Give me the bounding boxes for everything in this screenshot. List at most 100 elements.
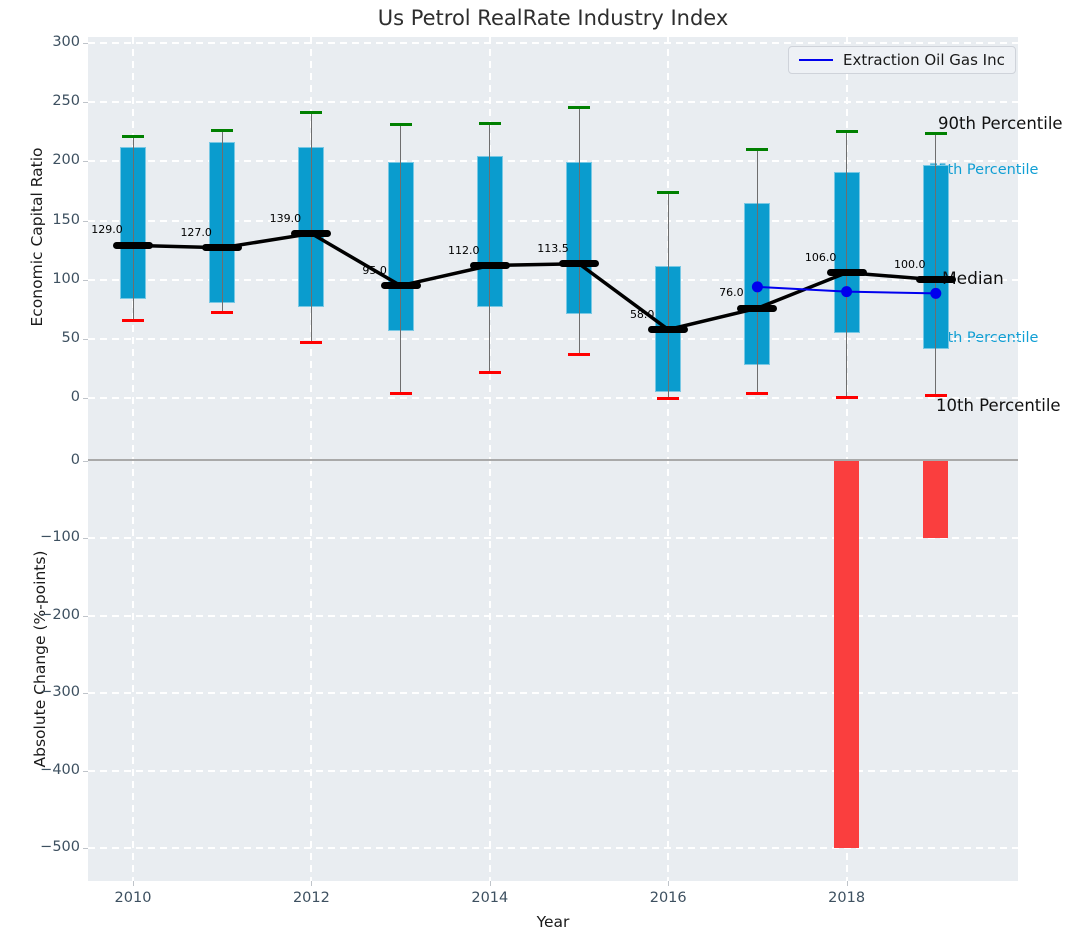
company-point <box>751 281 763 293</box>
x-tick-mark <box>489 881 491 886</box>
annotation-10th-percentile: 10th Percentile <box>936 396 1061 415</box>
y-tick-mark <box>83 42 88 44</box>
y-tick-mark <box>83 848 88 849</box>
y-tick-mark <box>83 220 88 222</box>
whisker-line <box>221 130 223 313</box>
company-point <box>841 286 853 298</box>
x-tick-mark <box>311 881 313 886</box>
whisker-cap-10th <box>657 396 680 400</box>
median-bar <box>291 230 332 238</box>
median-value-label: 58.0 <box>629 307 655 321</box>
company-point <box>930 287 942 299</box>
whisker-cap-10th <box>746 392 769 396</box>
median-value-label: 112.0 <box>448 243 480 257</box>
y-tick-label-top: 150 <box>52 211 80 228</box>
x-tick-mark <box>846 881 848 886</box>
whisker-cap-10th <box>300 341 323 345</box>
whisker-cap-90th <box>122 134 144 138</box>
gridline-horizontal <box>88 692 1018 694</box>
legend-line-swatch <box>799 59 833 61</box>
annotation-75th-percentile: 75th Percentile <box>929 162 1039 178</box>
whisker-line <box>489 123 491 373</box>
median-value-label: 76.0 <box>719 286 744 300</box>
whisker-line <box>846 131 848 398</box>
zero-line <box>88 458 1018 461</box>
y-tick-label-bottom: −400 <box>40 761 80 778</box>
whisker-cap-90th <box>835 130 858 134</box>
y-tick-mark <box>83 339 88 341</box>
whisker-line <box>400 124 402 394</box>
gridline-horizontal <box>88 847 1018 849</box>
x-tick-label: 2010 <box>114 890 152 906</box>
y-tick-label-top: 0 <box>70 389 80 406</box>
y-tick-label-top: 300 <box>52 33 80 50</box>
gridline-horizontal <box>88 338 1018 341</box>
whisker-cap-90th <box>389 122 412 126</box>
gridline-horizontal <box>88 100 1018 103</box>
median-bar <box>202 244 243 252</box>
whisker-cap-90th <box>924 132 947 136</box>
whisker-cap-10th <box>568 352 590 356</box>
y-tick-label-bottom: −100 <box>40 529 80 545</box>
median-bar <box>648 326 689 334</box>
whisker-cap-90th <box>568 106 590 110</box>
median-bar <box>737 304 778 312</box>
y-tick-mark <box>83 398 88 400</box>
median-bar <box>826 269 867 277</box>
median-bar <box>380 282 421 290</box>
y-tick-mark <box>83 101 88 103</box>
whisker-cap-90th <box>657 190 680 194</box>
median-value-label: 100.0 <box>894 257 926 271</box>
median-value-label: 106.0 <box>804 250 837 264</box>
x-tick-label: 2014 <box>471 890 509 906</box>
y-tick-mark <box>83 693 88 694</box>
chart-title: Us Petrol RealRate Industry Index <box>377 6 729 30</box>
y-tick-label-top: 200 <box>52 152 80 169</box>
median-bar <box>469 262 510 270</box>
whisker-line <box>132 136 134 321</box>
gridline-horizontal <box>88 537 1018 539</box>
y-tick-mark <box>83 460 88 462</box>
gridline-horizontal <box>88 41 1018 44</box>
gridline-horizontal <box>88 278 1018 281</box>
whisker-line <box>756 149 758 394</box>
whisker-cap-90th <box>300 111 323 115</box>
whisker-line <box>578 107 580 355</box>
gridline-horizontal <box>88 160 1018 163</box>
whisker-line <box>667 192 669 399</box>
whisker-cap-10th <box>211 311 234 315</box>
x-tick-label: 2012 <box>292 890 330 906</box>
whisker-cap-10th <box>389 392 412 396</box>
y-tick-mark <box>83 538 88 539</box>
y-tick-label-bottom: −500 <box>40 839 80 855</box>
x-tick-mark <box>668 881 670 886</box>
y-tick-mark <box>83 161 88 163</box>
whisker-line <box>935 133 937 396</box>
y-tick-label-top: 50 <box>61 330 80 347</box>
median-value-label: 95.0 <box>362 263 387 277</box>
whisker-cap-10th <box>924 394 947 398</box>
annotation-90th-percentile: 90th Percentile <box>938 114 1063 133</box>
gridline-horizontal <box>88 397 1018 400</box>
x-tick-label: 2018 <box>828 890 866 906</box>
whisker-cap-10th <box>835 396 858 400</box>
median-trend-line <box>132 231 936 332</box>
annotation-median: Median <box>942 269 1004 289</box>
x-axis-label: Year <box>536 913 570 931</box>
median-value-label: 139.0 <box>269 211 302 225</box>
y-tick-label-top: 250 <box>52 92 80 109</box>
legend: Extraction Oil Gas Inc <box>788 46 1016 74</box>
whisker-cap-10th <box>478 370 501 374</box>
median-bar <box>915 276 956 284</box>
y-tick-mark <box>83 279 88 281</box>
y-tick-label-bottom: −300 <box>40 684 80 700</box>
whisker-cap-90th <box>211 128 234 132</box>
annotation-25th-percentile: 25th Percentile <box>929 330 1038 346</box>
median-value-label: 129.0 <box>91 223 123 237</box>
y-tick-label-top: 100 <box>52 270 80 287</box>
x-tick-mark <box>133 881 134 886</box>
y-tick-mark <box>83 770 88 772</box>
negative-change-bar <box>923 460 949 538</box>
